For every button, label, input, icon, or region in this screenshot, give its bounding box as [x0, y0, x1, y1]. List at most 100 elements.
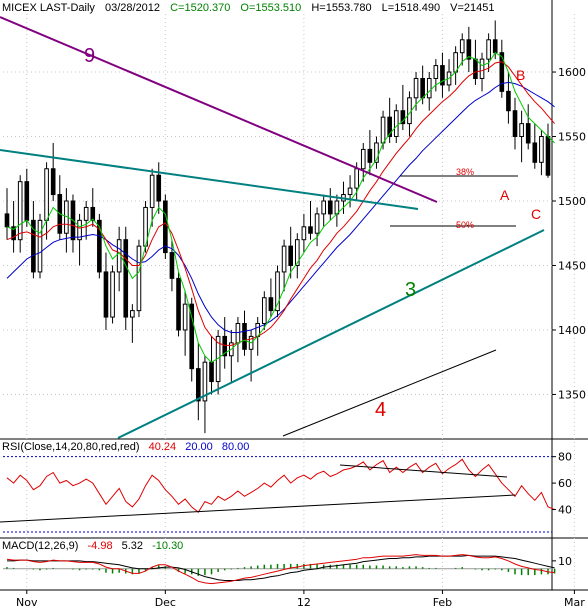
candle-body	[222, 335, 228, 357]
open-value: O=1553.510	[240, 2, 302, 14]
candle-body	[380, 116, 386, 144]
candle-body	[17, 181, 23, 241]
wave-C-label: C	[531, 206, 541, 222]
annotations: 38% 50% 9 3 4 A B C	[0, 16, 545, 439]
candle-body	[347, 187, 353, 196]
candle-body	[294, 239, 300, 266]
x-tick-label: Dec	[155, 596, 176, 609]
symbol-label: MICEX LAST-Daily	[2, 2, 95, 14]
candle-body	[479, 58, 485, 79]
trendline-4	[282, 349, 497, 437]
wave-4-label: 4	[375, 399, 386, 421]
candle-body	[466, 39, 472, 60]
macd-signal-line	[7, 554, 555, 581]
candle-body	[354, 168, 359, 189]
candle-body	[44, 168, 49, 221]
candle-body	[103, 271, 109, 318]
candle-body	[512, 110, 518, 138]
macd-value: -4.98	[87, 540, 113, 552]
price-tick-label: 1400	[558, 324, 586, 337]
price-tick-label: 1550	[558, 131, 586, 144]
candle-body	[473, 58, 478, 79]
price-tick-label: 1350	[558, 388, 586, 401]
rsi-tick-label: 60	[558, 477, 572, 490]
candle-body	[393, 110, 399, 138]
price-axis: 1350 1400 1450 1500 1550 1600	[552, 66, 586, 401]
rsi-panel: 40 60 80	[0, 451, 572, 533]
chart-header: MICEX LAST-Daily 03/28/2012 C=1520.370 O…	[2, 2, 502, 14]
candle-body	[407, 97, 412, 125]
trendline-9	[0, 16, 438, 203]
rsi-high: 80.00	[221, 441, 250, 453]
candle-body	[506, 90, 511, 112]
candle-body	[288, 245, 294, 266]
candle-body	[176, 277, 181, 331]
trendline-upper-teal	[0, 149, 419, 210]
candle-body	[110, 271, 115, 318]
wave-A-label: A	[500, 187, 510, 203]
candle-body	[440, 65, 445, 86]
macd-panel: 10	[3, 554, 572, 585]
price-tick-label: 1500	[558, 195, 586, 208]
candle-body	[374, 142, 379, 163]
candle-body	[169, 252, 175, 279]
macd-hist: -10.30	[152, 540, 184, 552]
x-tick-label: Mar	[564, 596, 585, 609]
chart-frame	[0, 0, 588, 591]
candle-body	[261, 297, 267, 325]
candle-body	[11, 226, 16, 241]
macd-tick-label: 10	[558, 555, 572, 568]
candle-body	[532, 142, 538, 163]
price-tick-label: 1600	[558, 66, 586, 79]
candle-body	[83, 206, 89, 221]
candle-body	[387, 116, 392, 138]
moving-averages	[6, 52, 555, 363]
close-value: C=1520.370	[170, 2, 231, 14]
candle-body	[281, 245, 287, 273]
rsi-trendline-lower	[0, 494, 516, 523]
rsi-low: 20.00	[185, 441, 213, 453]
candle-body	[4, 213, 10, 228]
candle-body	[327, 200, 333, 215]
candle-body	[209, 361, 214, 383]
candle-body	[189, 303, 195, 370]
candle-body	[367, 148, 373, 163]
rsi-label: RSI(Close,14,20,80,red,red)	[2, 441, 140, 453]
candle-body	[275, 271, 280, 312]
candle-body	[97, 219, 102, 273]
candle-body	[31, 219, 36, 273]
macd-signal: 5.32	[121, 540, 144, 552]
macd-label: MACD(12,26,9)	[2, 540, 79, 552]
fib-50-label: 50%	[456, 220, 474, 230]
ma-slow-line	[6, 81, 555, 333]
wave-9-label: 9	[84, 45, 95, 67]
candle-body	[459, 39, 465, 54]
candle-body	[196, 368, 201, 402]
x-axis: Nov Dec 12 Feb Mar	[16, 590, 585, 609]
candle-body	[163, 200, 168, 254]
rsi-tick-label: 80	[558, 451, 572, 464]
candle-body	[519, 123, 524, 138]
rsi-value: 40.24	[148, 441, 177, 453]
rsi-header: RSI(Close,14,20,80,red,red) 40.24 20.00 …	[2, 441, 255, 453]
x-tick-label: Feb	[433, 596, 452, 609]
candle-body	[525, 123, 531, 144]
candle-body	[539, 136, 544, 163]
candle-body	[360, 148, 366, 170]
candle-body	[433, 65, 439, 79]
ma-fast-line	[6, 52, 555, 363]
candle-body	[314, 213, 320, 234]
candle-body	[420, 77, 425, 99]
candle-body	[136, 245, 142, 312]
trendline-3	[117, 229, 545, 439]
candle-body	[486, 39, 491, 60]
fib-38-label: 38%	[456, 167, 474, 177]
wave-B-label: B	[516, 67, 525, 83]
volume-value: V=21451	[450, 2, 495, 14]
candle-body	[24, 181, 30, 221]
candle-body	[268, 297, 274, 312]
candle-body	[182, 303, 188, 331]
rsi-line	[6, 458, 555, 513]
x-tick-label: 12	[297, 596, 311, 609]
